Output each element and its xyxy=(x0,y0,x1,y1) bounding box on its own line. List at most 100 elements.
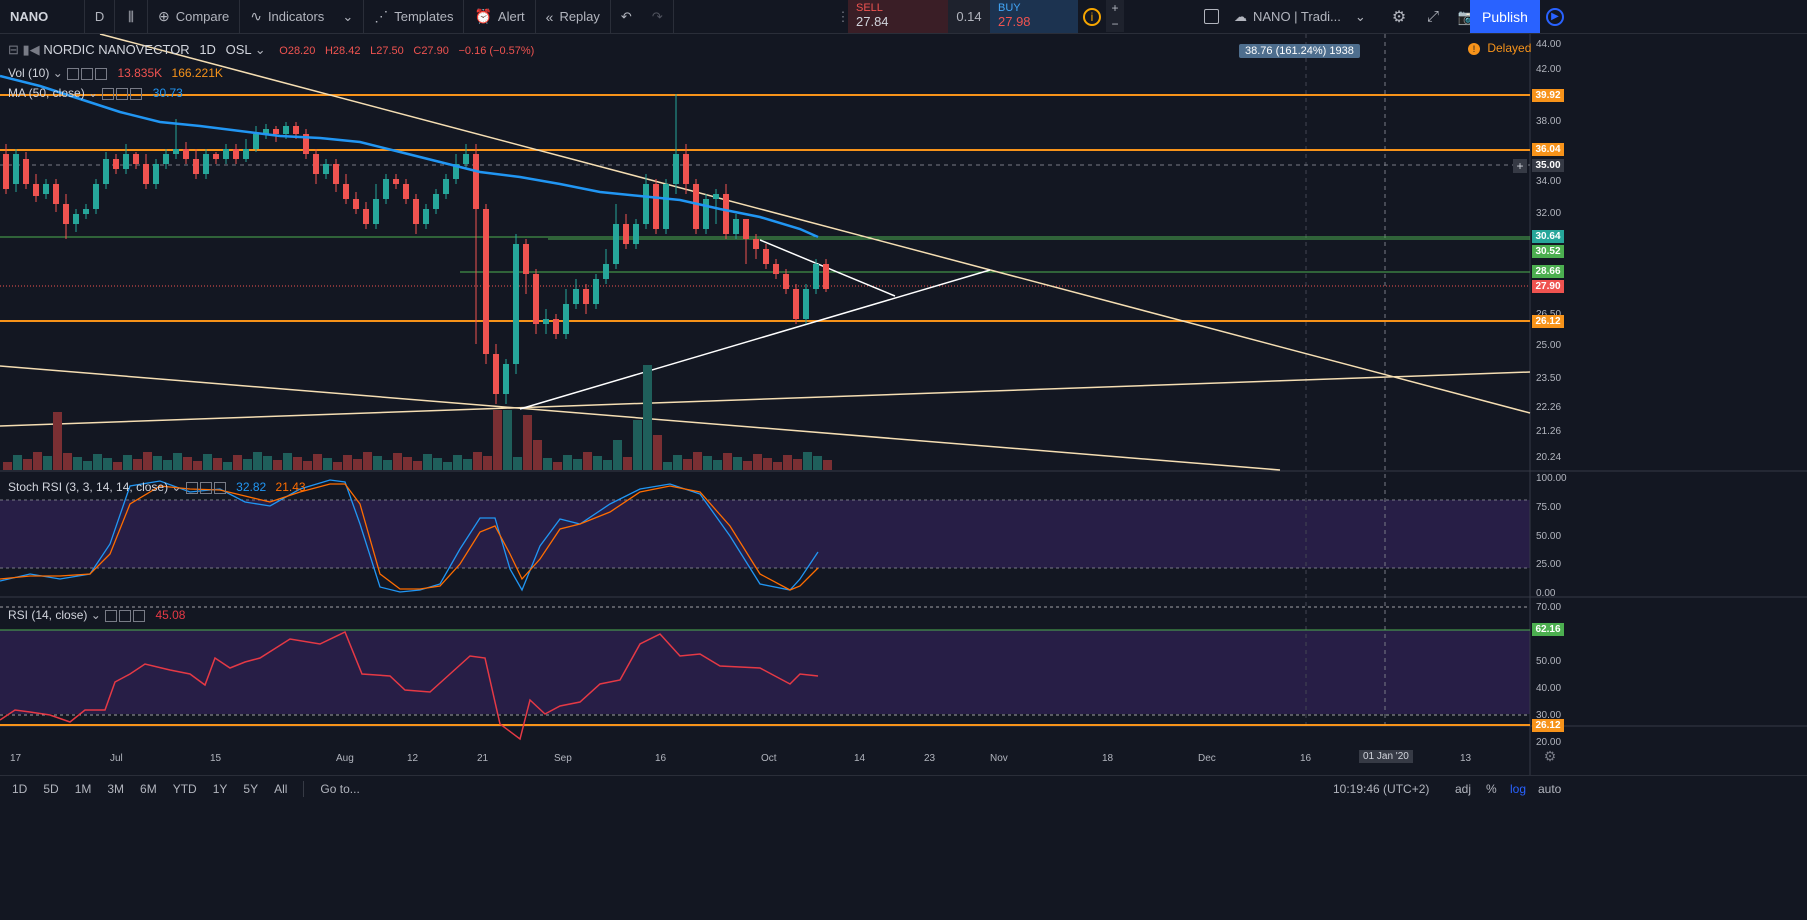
symbol-search[interactable]: NANO xyxy=(0,0,85,33)
eye-icon[interactable] xyxy=(67,67,80,80)
drag-handle-icon[interactable]: ⋮ xyxy=(836,8,850,24)
right-panel-toggle[interactable]: ▶ xyxy=(1540,0,1570,33)
range-ytd[interactable]: YTD xyxy=(172,781,197,796)
quantity-stepper[interactable]: + − xyxy=(1106,0,1124,33)
range-3m[interactable]: 3M xyxy=(107,781,125,796)
candle-body xyxy=(453,164,459,179)
range-1y[interactable]: 1Y xyxy=(212,781,228,796)
volume-bar xyxy=(543,458,552,470)
triangle-lower-line[interactable] xyxy=(519,269,991,410)
close-icon[interactable] xyxy=(130,87,143,100)
rsi-label[interactable]: RSI (14, close) xyxy=(8,608,88,622)
log-toggle[interactable]: log xyxy=(1510,781,1527,796)
templates-button[interactable]: ⋰ Templates xyxy=(364,0,465,33)
price-tag: 30.52 xyxy=(1532,245,1564,258)
vol-label[interactable]: Vol (10) xyxy=(8,66,50,80)
chevron-down-icon: ⌄ xyxy=(342,8,354,24)
chevron-down-icon[interactable]: ⌄ xyxy=(52,66,63,80)
candle-body xyxy=(423,209,429,224)
replay-button[interactable]: « Replay xyxy=(536,0,611,33)
chevron-down-icon[interactable]: ⌄ xyxy=(254,42,266,57)
stoch-label[interactable]: Stoch RSI (3, 3, 14, 14, close) xyxy=(8,480,169,494)
candle-body xyxy=(153,164,159,184)
settings-icon[interactable] xyxy=(199,481,212,494)
auto-toggle[interactable]: auto xyxy=(1538,781,1562,796)
candle-body xyxy=(113,159,119,169)
sell-button[interactable]: SELL 27.84 xyxy=(848,0,948,33)
price-tag: 35.00 xyxy=(1532,159,1564,172)
price-chart[interactable] xyxy=(0,34,1807,776)
range-6m[interactable]: 6M xyxy=(140,781,157,796)
volume-bar xyxy=(293,457,302,470)
candle-body xyxy=(363,209,369,224)
chevron-down-icon[interactable]: ⌄ xyxy=(90,608,101,622)
chart-style-button[interactable]: ⫼ xyxy=(115,0,148,33)
legend-open: O28.20 xyxy=(279,45,316,57)
alert-button[interactable]: ⏰ Alert xyxy=(464,0,536,33)
compare-button[interactable]: ⊕ Compare xyxy=(148,0,241,33)
stoch-d-value: 21.43 xyxy=(275,480,306,494)
publish-button[interactable]: Publish xyxy=(1470,0,1540,33)
legend-collapse-icon[interactable]: ⊟ xyxy=(8,42,19,57)
symbol-title[interactable]: NORDIC NANOVECTOR xyxy=(43,42,190,57)
candle-body xyxy=(403,184,409,199)
stoch-axis-label: 25.00 xyxy=(1536,559,1562,570)
eye-icon[interactable] xyxy=(105,609,118,622)
close-icon[interactable] xyxy=(213,481,226,494)
volume-bar xyxy=(3,462,12,470)
indicators-button[interactable]: ∿ Indicators ⌄ xyxy=(240,0,365,33)
stoch-axis-label: 0.00 xyxy=(1536,588,1556,599)
eye-icon[interactable] xyxy=(102,87,115,100)
info-button[interactable]: i xyxy=(1078,0,1106,33)
percent-toggle[interactable]: % xyxy=(1486,781,1497,796)
trendline-down-long[interactable] xyxy=(99,34,1531,414)
volume-bar xyxy=(193,461,202,470)
adj-toggle[interactable]: adj xyxy=(1455,781,1472,796)
goto-button[interactable]: Go to... xyxy=(320,781,360,796)
range-5y[interactable]: 5Y xyxy=(243,781,259,796)
candle-body xyxy=(763,249,769,264)
undo-button[interactable]: ↶ xyxy=(611,0,642,33)
volume-bar xyxy=(633,420,642,470)
trendline-up-long[interactable] xyxy=(0,371,1531,427)
range-all[interactable]: All xyxy=(274,781,288,796)
candle-body xyxy=(233,149,239,159)
candle-body xyxy=(63,204,69,224)
candle-body xyxy=(773,264,779,274)
chevron-down-icon[interactable]: ⌄ xyxy=(88,86,99,100)
eye-icon[interactable] xyxy=(185,481,198,494)
axis-settings-gear-icon[interactable]: ⚙ xyxy=(1543,748,1557,764)
clock-time[interactable]: 10:19:46 (UTC+2) xyxy=(1333,781,1430,796)
fullscreen-button[interactable]: ⤢ xyxy=(1416,8,1450,25)
settings-icon[interactable] xyxy=(116,87,129,100)
minus-icon[interactable]: − xyxy=(1106,16,1124,32)
volume-bar xyxy=(613,440,622,470)
interval-button[interactable]: D xyxy=(85,0,115,33)
redo-button[interactable]: ↷ xyxy=(642,0,674,33)
date-label: 21 xyxy=(477,753,489,764)
volume-bar xyxy=(643,365,652,470)
volume-bar xyxy=(413,461,422,470)
ma-label[interactable]: MA (50, close) xyxy=(8,86,85,100)
candle-body xyxy=(193,159,199,174)
range-1d[interactable]: 1D xyxy=(12,781,28,796)
layout-menu[interactable]: ☁ NANO | Tradi... ⌄ xyxy=(1226,9,1382,25)
chevron-down-icon[interactable]: ⌄ xyxy=(171,480,182,494)
add-alert-plus-icon[interactable]: + xyxy=(1513,159,1527,173)
range-1m[interactable]: 1M xyxy=(74,781,92,796)
stoch-axis-label: 75.00 xyxy=(1536,502,1562,513)
candle-body xyxy=(533,274,539,324)
settings-icon[interactable] xyxy=(119,609,132,622)
close-icon[interactable] xyxy=(95,67,108,80)
plus-icon[interactable]: + xyxy=(1106,0,1124,16)
candle-body xyxy=(723,194,729,234)
close-icon[interactable] xyxy=(133,609,146,622)
trendline-down-lower[interactable] xyxy=(0,365,1281,471)
fullscreen-square-button[interactable] xyxy=(1196,9,1226,24)
range-5d[interactable]: 5D xyxy=(43,781,59,796)
volume-bar xyxy=(363,452,372,470)
volume-bar xyxy=(653,435,662,470)
buy-button[interactable]: BUY 27.98 xyxy=(990,0,1078,33)
settings-button[interactable]: ⚙ xyxy=(1382,7,1416,27)
settings-icon[interactable] xyxy=(81,67,94,80)
